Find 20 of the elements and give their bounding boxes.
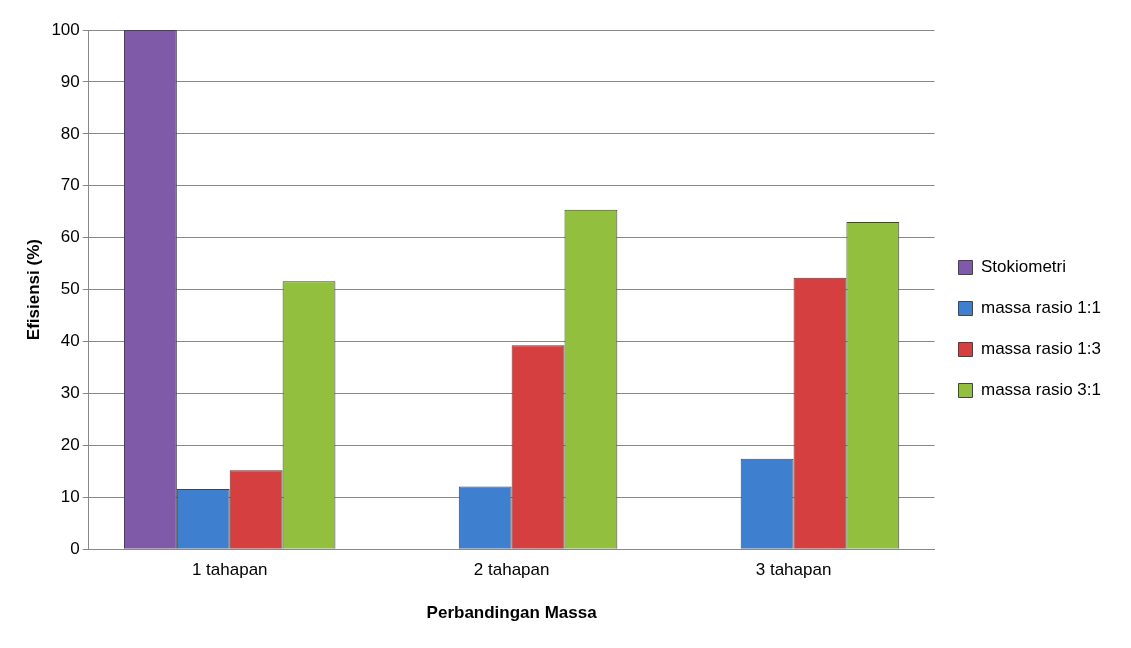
y-tick-label: 70: [60, 175, 80, 195]
x-tick-label: 2 tahapan: [473, 560, 550, 580]
y-tick-label: 40: [60, 331, 80, 351]
legend-label: Stokiometri: [981, 257, 1067, 277]
y-tick-label: 0: [70, 538, 80, 558]
y-tick-label: 10: [60, 486, 80, 506]
x-axis-title: Perbandingan Massa: [426, 603, 598, 623]
y-tick-label: 50: [60, 279, 80, 299]
y-tick-label: 60: [60, 227, 80, 247]
y-tick-label: 20: [60, 435, 80, 455]
y-tick-label: 90: [60, 71, 80, 91]
legend-label: massa rasio 3:1: [981, 380, 1101, 400]
legend-label: massa rasio 1:3: [981, 339, 1101, 359]
x-tick-label: 1 tahapan: [191, 560, 268, 580]
y-axis-title: Efisiensi (%): [23, 239, 43, 341]
x-tick-label: 3 tahapan: [755, 560, 832, 580]
y-tick-label: 100: [51, 19, 80, 39]
y-tick-label: 30: [60, 383, 80, 403]
y-tick-label: 80: [60, 123, 80, 143]
legend-label: massa rasio 1:1: [981, 298, 1101, 318]
